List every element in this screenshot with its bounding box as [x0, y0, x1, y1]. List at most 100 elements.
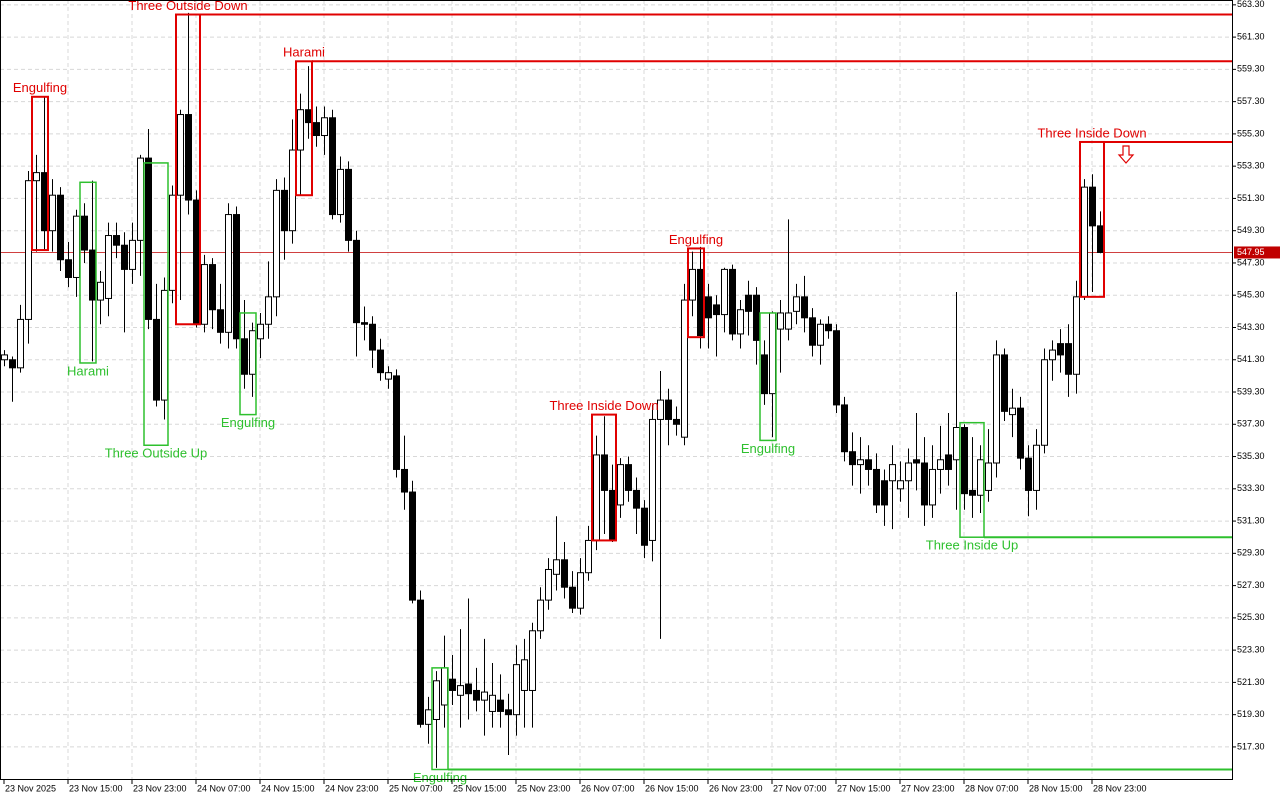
- y-tick-label: 537.30: [1237, 419, 1265, 429]
- candle-body: [857, 459, 864, 466]
- x-tick-label: 25 Nov 15:00: [453, 783, 507, 793]
- candle-body: [617, 464, 624, 506]
- candle-body: [217, 309, 224, 333]
- x-tick-label: 24 Nov 07:00: [197, 783, 251, 793]
- candle-body: [281, 189, 288, 232]
- y-tick-label: 549.30: [1237, 225, 1265, 235]
- candle-body: [641, 507, 648, 546]
- candle-body: [713, 304, 720, 316]
- candle-body: [865, 459, 872, 470]
- candle-body: [513, 664, 520, 716]
- candle-body: [633, 489, 640, 509]
- y-tick-label: 523.30: [1237, 645, 1265, 655]
- candle-body: [441, 667, 448, 706]
- candle-body: [185, 114, 192, 201]
- candle-body: [729, 268, 736, 335]
- candle-body: [393, 375, 400, 470]
- candle-body: [289, 149, 296, 232]
- pattern-label: Engulfing: [13, 80, 67, 95]
- candle-body: [873, 468, 880, 506]
- y-tick-label: 525.30: [1237, 612, 1265, 622]
- candle-body: [57, 194, 64, 261]
- y-tick-label: 555.30: [1237, 128, 1265, 138]
- candle-body: [337, 168, 344, 216]
- x-tick-label: 28 Nov 23:00: [1093, 783, 1147, 793]
- candle-body: [881, 480, 888, 506]
- candle-body: [1097, 225, 1104, 253]
- x-tick-label: 23 Nov 2025: [5, 783, 56, 793]
- candle-body: [297, 109, 304, 151]
- pattern-label: Engulfing: [741, 441, 795, 456]
- candle-body: [889, 464, 896, 482]
- candle-body: [745, 294, 752, 312]
- y-tick-label: 541.30: [1237, 354, 1265, 364]
- y-tick-label: 563.30: [1237, 0, 1265, 9]
- y-tick-label: 551.30: [1237, 193, 1265, 203]
- candle-body: [801, 296, 808, 319]
- candle-body: [121, 244, 128, 270]
- y-tick-label: 529.30: [1237, 548, 1265, 558]
- y-tick-label: 535.30: [1237, 451, 1265, 461]
- pattern-label: Engulfing: [221, 415, 275, 430]
- candle-body: [945, 454, 952, 470]
- candle-body: [1025, 457, 1032, 491]
- candle-body: [761, 354, 768, 395]
- candle-body: [369, 323, 376, 351]
- candle-body: [41, 172, 48, 232]
- candle-body: [193, 199, 200, 325]
- candle-body: [937, 459, 944, 470]
- signal-arrow: [1117, 145, 1135, 164]
- pattern-label: Three Inside Up: [926, 538, 1019, 553]
- candle-body: [809, 317, 816, 346]
- candle-body: [985, 462, 992, 491]
- pattern-box: [295, 60, 313, 197]
- pattern-box: [1079, 140, 1105, 298]
- candle-body: [81, 215, 88, 251]
- candle-body: [225, 214, 232, 333]
- x-tick-label: 26 Nov 07:00: [581, 783, 635, 793]
- y-tick-label: 527.30: [1237, 580, 1265, 590]
- candle-body: [321, 117, 328, 137]
- y-tick-label: 559.30: [1237, 64, 1265, 74]
- candle-body: [561, 559, 568, 588]
- candle-body: [1065, 343, 1072, 375]
- candle-body: [673, 418, 680, 425]
- candle-body: [177, 114, 184, 196]
- candle-body: [897, 480, 904, 490]
- candle-body: [793, 296, 800, 312]
- axes: 563.30 561.30 559.30 557.30 555.30 553.30 551.…: [3, 0, 1280, 793]
- candle-body: [129, 239, 136, 270]
- candle-body: [473, 689, 480, 701]
- candle-body: [521, 659, 528, 691]
- current-price-tag: [1234, 246, 1280, 259]
- x-tick-label: 27 Nov 15:00: [837, 783, 891, 793]
- x-tick-label: 25 Nov 07:00: [389, 783, 443, 793]
- x-tick-label: 25 Nov 23:00: [517, 783, 571, 793]
- candle-body: [241, 338, 248, 375]
- candle-body: [105, 235, 112, 299]
- candle-body: [577, 572, 584, 609]
- candle-body: [977, 459, 984, 496]
- candle-body: [169, 194, 176, 291]
- y-tick-label: 521.30: [1237, 677, 1265, 687]
- current-price-label: 547.95: [1237, 247, 1265, 257]
- candle-body: [785, 312, 792, 330]
- candle-body: [961, 427, 968, 495]
- candle-body: [625, 464, 632, 491]
- pattern-box: [239, 312, 257, 416]
- y-tick-label: 545.30: [1237, 290, 1265, 300]
- candle-body: [145, 157, 152, 320]
- candle-body: [529, 630, 536, 691]
- candle-body: [1017, 407, 1024, 459]
- y-tick-label: 539.30: [1237, 386, 1265, 396]
- candle-body: [489, 694, 496, 712]
- candle-body: [769, 312, 776, 395]
- candle-body: [1001, 354, 1008, 412]
- y-tick-label: 533.30: [1237, 483, 1265, 493]
- y-tick-label: 517.30: [1237, 741, 1265, 751]
- pattern-box: [591, 413, 617, 542]
- candle-body: [209, 264, 216, 311]
- candle-body: [609, 489, 616, 541]
- candle-body: [113, 235, 120, 246]
